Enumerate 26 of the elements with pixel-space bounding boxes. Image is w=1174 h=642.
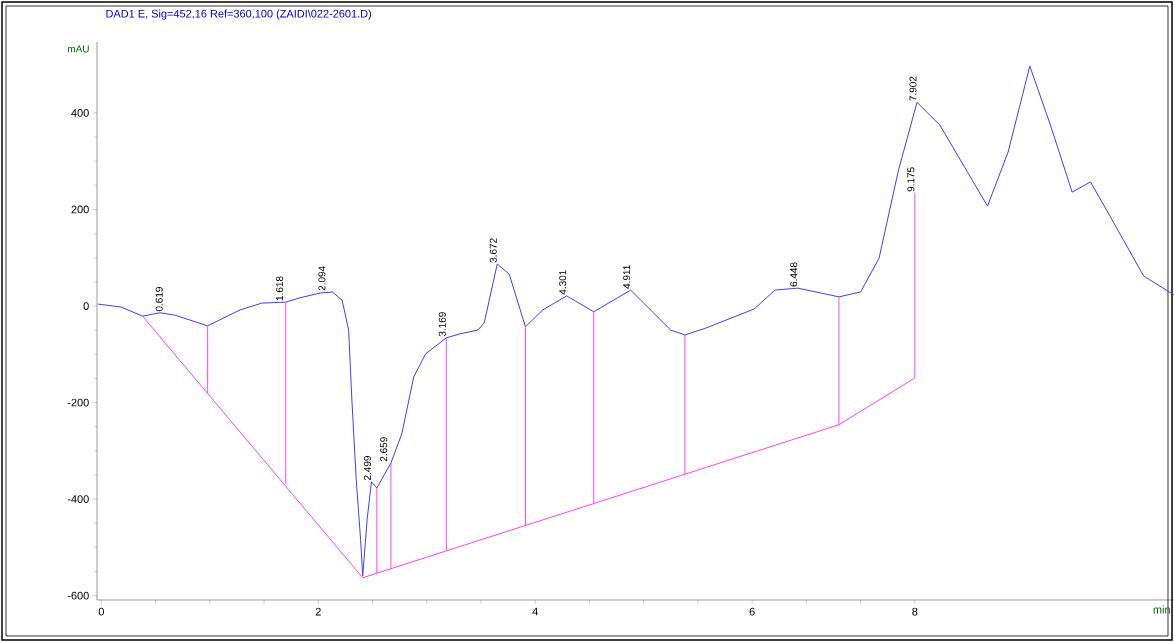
annotation: 0.619	[155, 287, 163, 312]
x-tick-label: 2	[315, 607, 321, 616]
y-tick-label: 400	[71, 109, 89, 117]
y-tick-label: -600	[67, 591, 89, 600]
y-axis-title: mAU	[68, 45, 89, 53]
annotation: 6.448	[790, 262, 798, 287]
chart-title: DAD1 E, Sig=452,16 Ref=360,100 (ZAIDI\022-2601.D)	[106, 9, 372, 20]
x-axis-title: min	[1153, 605, 1170, 614]
annotation: 9.175	[907, 167, 915, 192]
annotation: 2.659	[380, 437, 388, 462]
x-tick-label: 8	[912, 607, 918, 616]
annotation: 2.499	[363, 456, 371, 481]
annotation: 4.301	[559, 270, 567, 295]
annotation: 1.618	[276, 276, 284, 301]
y-tick-label: 0	[83, 302, 89, 310]
annotation: 7.902	[909, 76, 917, 101]
y-tick-label: -400	[67, 495, 89, 503]
x-tick-label: 0	[98, 607, 104, 616]
x-tick-label: 6	[749, 607, 755, 616]
y-tick-label: 200	[71, 205, 89, 214]
annotation: 3.672	[489, 238, 497, 263]
annotation: 4.911	[623, 265, 631, 289]
y-tick-label: -200	[67, 398, 89, 407]
x-tick-label: 4	[532, 607, 538, 616]
annotation: 2.094	[318, 266, 326, 291]
annotation: 3.169	[438, 312, 446, 337]
